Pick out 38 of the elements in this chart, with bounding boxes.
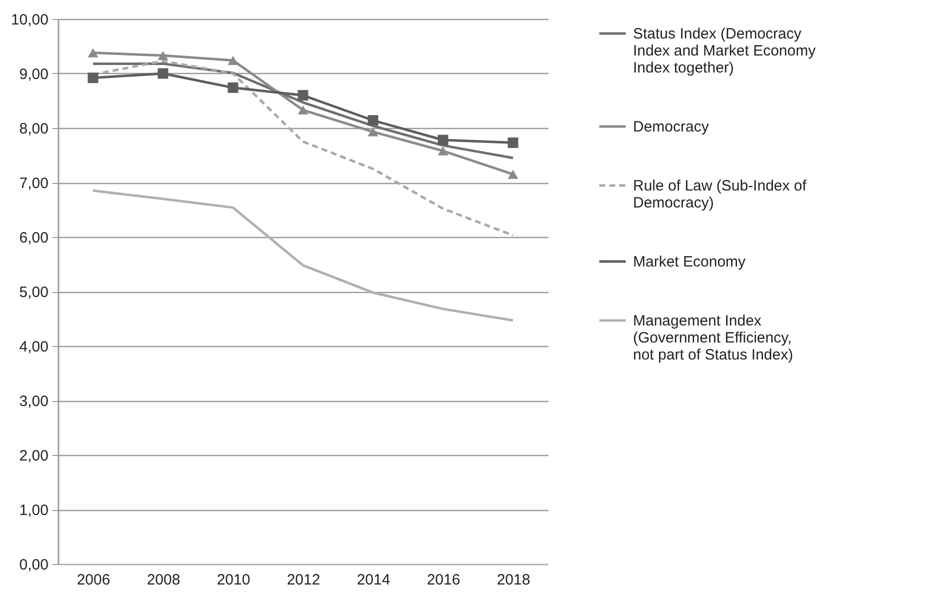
- y-tick-label: 8,00: [19, 120, 48, 138]
- x-tick-label: 2010: [216, 572, 250, 588]
- y-tick-label: 10,00: [10, 12, 48, 28]
- x-tick-label: 2016: [426, 572, 460, 588]
- x-tick-label: 2012: [286, 572, 320, 588]
- point: [158, 68, 168, 79]
- x-tick-label: 2014: [356, 572, 390, 588]
- point: [368, 127, 378, 136]
- legend-label: Democracy: [633, 118, 710, 136]
- y-tick-label: 2,00: [19, 448, 48, 464]
- point: [228, 82, 238, 93]
- y-tick-label: 3,00: [19, 393, 48, 410]
- line-series: [92, 189, 514, 322]
- y-tick-label: 4,00: [19, 338, 48, 356]
- point: [508, 137, 518, 148]
- point: [438, 134, 448, 146]
- y-tick-label: 7,00: [19, 175, 48, 192]
- y-tick-label: 9,00: [19, 66, 48, 83]
- x-tick-label: 2006: [76, 572, 110, 588]
- y-tick-label: 6,00: [19, 230, 48, 246]
- point: [88, 72, 98, 84]
- y-tick-label: 0,00: [19, 556, 48, 574]
- point: [298, 90, 308, 101]
- point: [438, 146, 448, 156]
- y-tick-label: 5,00: [19, 284, 48, 301]
- legend-label: Management Index (Government Efficiency, not part of Status Index): [633, 312, 794, 364]
- point: [158, 50, 168, 60]
- legend-label: Status Index (Democracy Index and Market Economy Index together): [633, 26, 816, 76]
- legend-label: Rule of Law (Sub-Index of Democracy): [633, 178, 808, 212]
- point: [298, 105, 308, 115]
- point: [88, 48, 98, 58]
- y-tick-label: 1,00: [19, 502, 48, 519]
- point: [368, 115, 378, 126]
- x-tick-label: 2018: [496, 572, 530, 588]
- point: [228, 56, 238, 65]
- legend-label: Market Economy: [633, 254, 746, 270]
- point: [508, 170, 518, 179]
- x-tick-label: 2008: [146, 572, 180, 588]
